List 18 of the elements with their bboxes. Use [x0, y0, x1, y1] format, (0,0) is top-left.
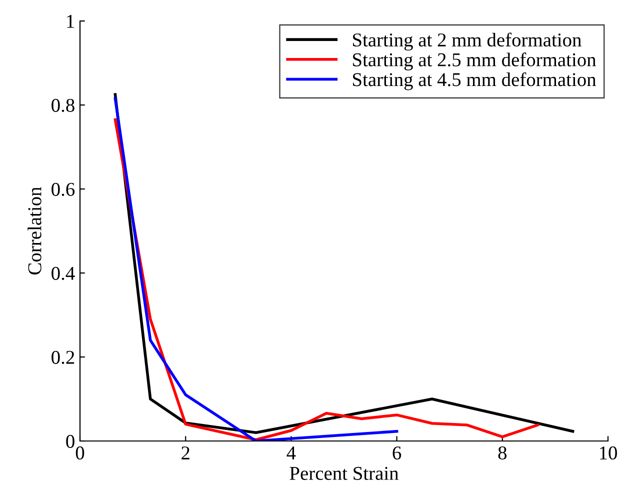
x-tick-label: 6 [392, 446, 402, 460]
y-tick-label: 1 [67, 14, 74, 28]
x-tick-label: 2 [182, 446, 190, 460]
legend-label: Starting at 4.5 mm deformation [353, 72, 596, 90]
y-tick-label: 0.6 [52, 182, 75, 196]
x-tick-label: 4 [286, 446, 296, 460]
x-axis-title: Percent Strain [290, 466, 399, 480]
x-tick-label: 8 [498, 446, 507, 460]
y-tick-label: 0.4 [52, 266, 75, 280]
x-tick-label: 0 [76, 446, 84, 460]
line-series [114, 97, 398, 441]
y-tick-label: 0 [66, 434, 74, 448]
legend-label: Starting at 2 mm deformation [353, 32, 582, 51]
y-tick-label: 0.2 [52, 350, 74, 364]
y-tick-label: 0.8 [52, 98, 74, 112]
x-tick-label: 10 [600, 446, 617, 460]
legend-label: Starting at 2.5 mm deformation [353, 52, 596, 70]
y-axis-title: Correlation [28, 187, 42, 274]
